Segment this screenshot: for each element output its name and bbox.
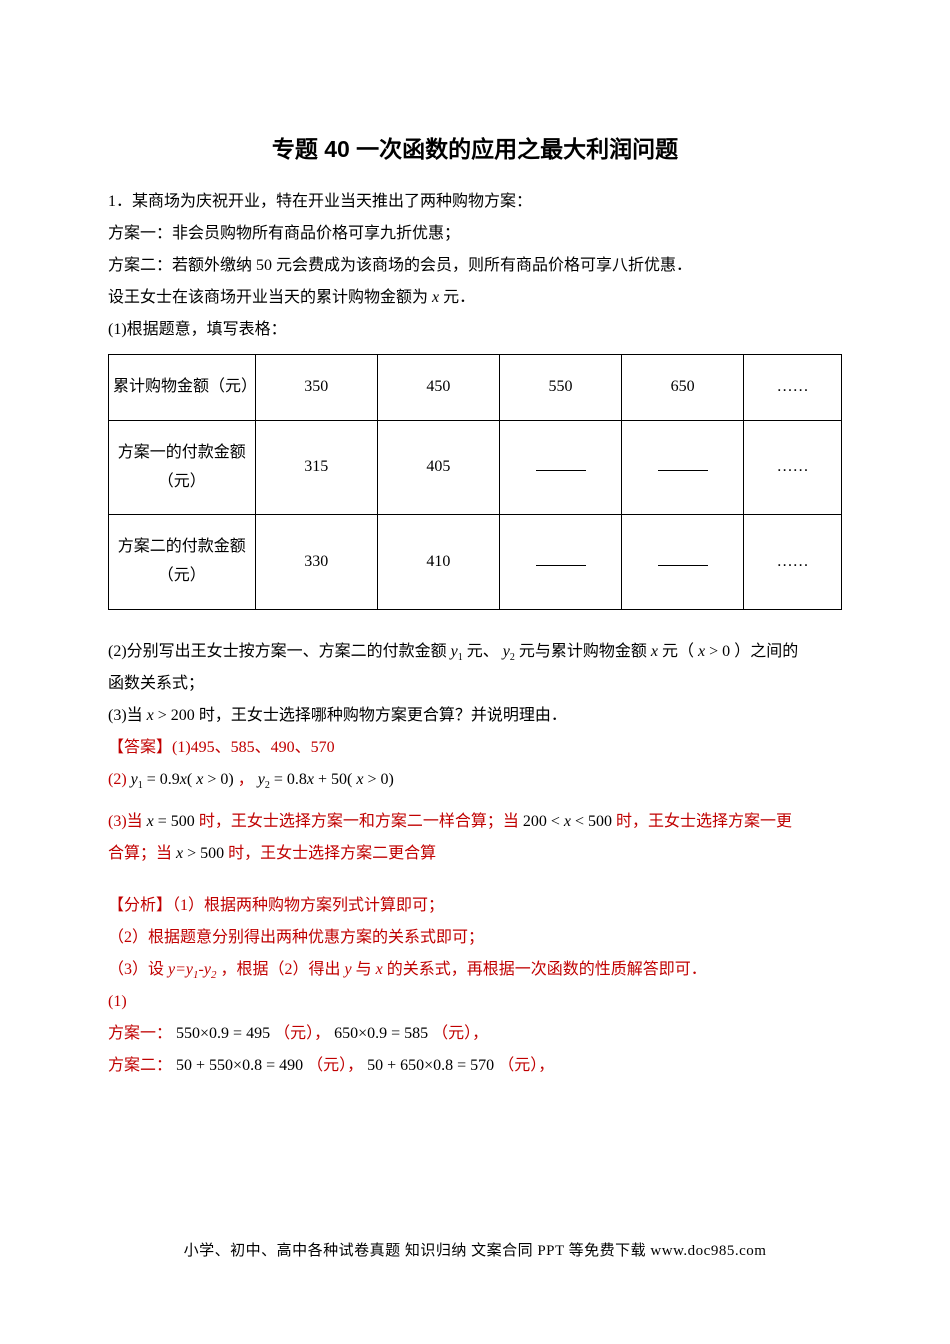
text: （元）， <box>307 1057 363 1074</box>
table-cell: …… <box>744 420 842 515</box>
table-cell: 330 <box>255 515 377 610</box>
answer-block: 【答案】(1)495、585、490、570 (2) y1 = 0.9x( x … <box>108 732 842 1082</box>
text: 设王女士在该商场开业当天的累计购物金额为 <box>108 289 428 306</box>
text: （元）， <box>274 1025 330 1042</box>
math-expr: x > 200 <box>147 707 195 724</box>
table-cell: 405 <box>377 420 499 515</box>
text: y <box>451 643 458 660</box>
math-expr: x > 500 <box>176 845 224 862</box>
text: 方案二： <box>108 1057 172 1074</box>
math-expr: 650×0.9 = 585 <box>334 1025 428 1042</box>
paragraph: (2)分别写出王女士按方案一、方案二的付款金额 y1 元、 y2 元与累计购物金… <box>108 636 842 668</box>
math-expr: y1 = 0.9x( x > 0) <box>131 771 234 788</box>
table-cell <box>499 420 621 515</box>
blank-line <box>658 550 708 566</box>
math-var: x <box>651 643 658 660</box>
math-expr: 200 < x < 500 <box>523 813 612 830</box>
table-row: 方案一的付款金额（元） 315 405 …… <box>109 420 842 515</box>
text: 元（ <box>662 643 694 660</box>
paragraph: 方案二：若额外缴纳 50 元会费成为该商场的会员，则所有商品价格可享八折优惠． <box>108 250 842 282</box>
text: (3)当 <box>108 813 143 830</box>
text: (3)当 <box>108 707 143 724</box>
table-cell <box>622 515 744 610</box>
math-var: x <box>432 289 439 306</box>
table-cell: …… <box>744 515 842 610</box>
analysis-line: 【分析】（1）根据两种购物方案列式计算即可； <box>108 890 842 922</box>
text: ，根据（2）得出 <box>220 961 340 978</box>
text: y <box>503 643 510 660</box>
text: 时，王女士选择方案一和方案二一样合算；当 <box>199 813 519 830</box>
math-expr: 550×0.9 = 495 <box>176 1025 270 1042</box>
analysis-line: （2）根据题意分别得出两种优惠方案的关系式即可； <box>108 922 842 954</box>
calc-line: 方案二： 50 + 550×0.8 = 490 （元）， 50 + 650×0.… <box>108 1050 842 1082</box>
math-var: y <box>344 961 351 978</box>
table-cell: 方案二的付款金额（元） <box>109 515 256 610</box>
text: (2)分别写出王女士按方案一、方案二的付款金额 <box>108 643 447 660</box>
table-cell <box>499 515 621 610</box>
table-row: 方案二的付款金额（元） 330 410 …… <box>109 515 842 610</box>
table-cell: 方案一的付款金额（元） <box>109 420 256 515</box>
page-footer: 小学、初中、高中各种试卷真题 知识归纳 文案合同 PPT 等免费下载 www.d… <box>0 1239 950 1260</box>
text: 元、 <box>467 643 499 660</box>
paragraph: 设王女士在该商场开业当天的累计购物金额为 x 元． <box>108 282 842 314</box>
text: 时，王女士选择方案二更合算 <box>228 845 436 862</box>
paragraph: 函数关系式； <box>108 668 842 700</box>
blank-line <box>658 455 708 471</box>
answer-line: (2) y1 = 0.9x( x > 0) ， y2 = 0.8x + 50( … <box>108 764 842 796</box>
table-cell: 450 <box>377 355 499 421</box>
table-row: 累计购物金额（元） 350 450 550 650 …… <box>109 355 842 421</box>
blank-line <box>536 455 586 471</box>
math-expr: 50 + 550×0.8 = 490 <box>176 1057 303 1074</box>
text: 合算；当 <box>108 845 172 862</box>
table-cell <box>622 420 744 515</box>
text: 元与累计购物金额 <box>519 643 647 660</box>
table-cell: …… <box>744 355 842 421</box>
text: 元． <box>443 289 475 306</box>
text: （元）， <box>432 1025 488 1042</box>
text: 与 <box>356 961 372 978</box>
blank-line <box>536 550 586 566</box>
text: ， <box>238 771 254 788</box>
math-var: y2 <box>503 643 515 660</box>
answer-header: 【答案】(1)495、585、490、570 <box>108 732 842 764</box>
table-cell: 410 <box>377 515 499 610</box>
math-expr: y=y1-y2 <box>168 961 216 978</box>
answer-line: (3)当 x = 500 时，王女士选择方案一和方案二一样合算；当 200 < … <box>108 806 842 838</box>
table-cell: 315 <box>255 420 377 515</box>
math-var: x <box>376 961 383 978</box>
text: ）之间的 <box>734 643 798 660</box>
text: （元）， <box>498 1057 554 1074</box>
table-cell: 350 <box>255 355 377 421</box>
math-expr: y2 = 0.8x + 50( x > 0) <box>258 771 394 788</box>
text: （3）设 <box>108 961 164 978</box>
table-cell: 650 <box>622 355 744 421</box>
text: 的关系式，再根据一次函数的性质解答即可． <box>387 961 707 978</box>
math-expr: 50 + 650×0.8 = 570 <box>367 1057 494 1074</box>
math-var: y1 <box>451 643 463 660</box>
calc-line: 方案一： 550×0.9 = 495 （元）， 650×0.9 = 585 （元… <box>108 1018 842 1050</box>
paragraph: 方案一：非会员购物所有商品价格可享九折优惠； <box>108 218 842 250</box>
data-table: 累计购物金额（元） 350 450 550 650 …… 方案一的付款金额（元）… <box>108 354 842 610</box>
doc-title: 专题 40 一次函数的应用之最大利润问题 <box>108 130 842 164</box>
text: 时，王女士选择哪种购物方案更合算？并说明理由． <box>199 707 567 724</box>
calc-header: (1) <box>108 986 842 1018</box>
paragraph: (1)根据题意，填写表格： <box>108 314 842 346</box>
paragraph: (3)当 x > 200 时，王女士选择哪种购物方案更合算？并说明理由． <box>108 700 842 732</box>
table-cell: 550 <box>499 355 621 421</box>
math-expr: x = 500 <box>147 813 195 830</box>
text: 时，王女士选择方案一更 <box>616 813 792 830</box>
paragraph: 1．某商场为庆祝开业，特在开业当天推出了两种购物方案： <box>108 186 842 218</box>
analysis-line: （3）设 y=y1-y2 ，根据（2）得出 y 与 x 的关系式，再根据一次函数… <box>108 954 842 986</box>
answer-line: 合算；当 x > 500 时，王女士选择方案二更合算 <box>108 838 842 870</box>
table-cell: 累计购物金额（元） <box>109 355 256 421</box>
page: 专题 40 一次函数的应用之最大利润问题 1．某商场为庆祝开业，特在开业当天推出… <box>0 0 950 1082</box>
text: 方案一： <box>108 1025 172 1042</box>
text: (2) <box>108 771 127 788</box>
math-expr: x > 0 <box>698 643 730 660</box>
